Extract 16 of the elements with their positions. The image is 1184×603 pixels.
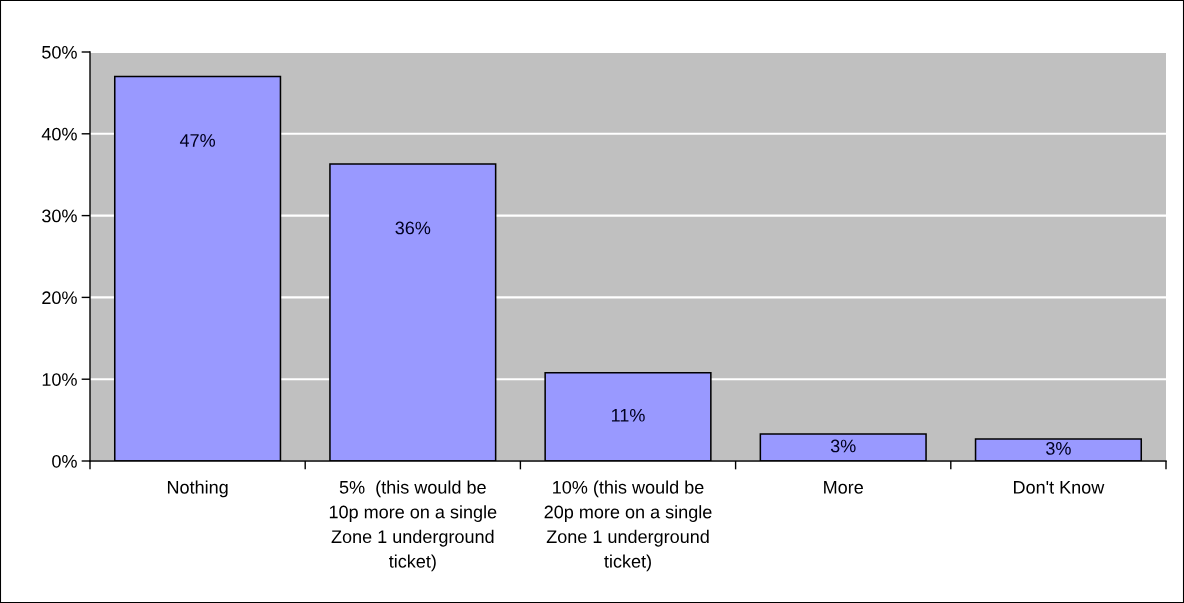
data-label: 11%	[611, 408, 645, 422]
y-tick-label: 0%	[52, 454, 77, 468]
data-label: 3%	[1046, 442, 1071, 455]
x-tick-label: Nothing	[167, 480, 228, 498]
data-label: 3%	[830, 439, 856, 453]
x-tick-label: 10% (this would be 20p more on a single Zone 1 underground ticket)	[544, 480, 712, 572]
y-tick-label: 10%	[42, 373, 77, 386]
x-tick-label: More	[824, 481, 863, 494]
data-label: 47%	[179, 134, 216, 147]
y-tick-label: 30%	[42, 209, 77, 223]
y-tick-label: 20%	[42, 291, 77, 305]
y-tick-label: 50%	[42, 45, 77, 59]
x-tick-label: Don't Know	[1014, 481, 1105, 494]
x-tick-label: 5% (this would be 10p more on a single Zone 1 underground ticket)	[329, 480, 497, 572]
y-tick-label: 40%	[41, 127, 77, 141]
data-label: 36%	[395, 221, 431, 235]
